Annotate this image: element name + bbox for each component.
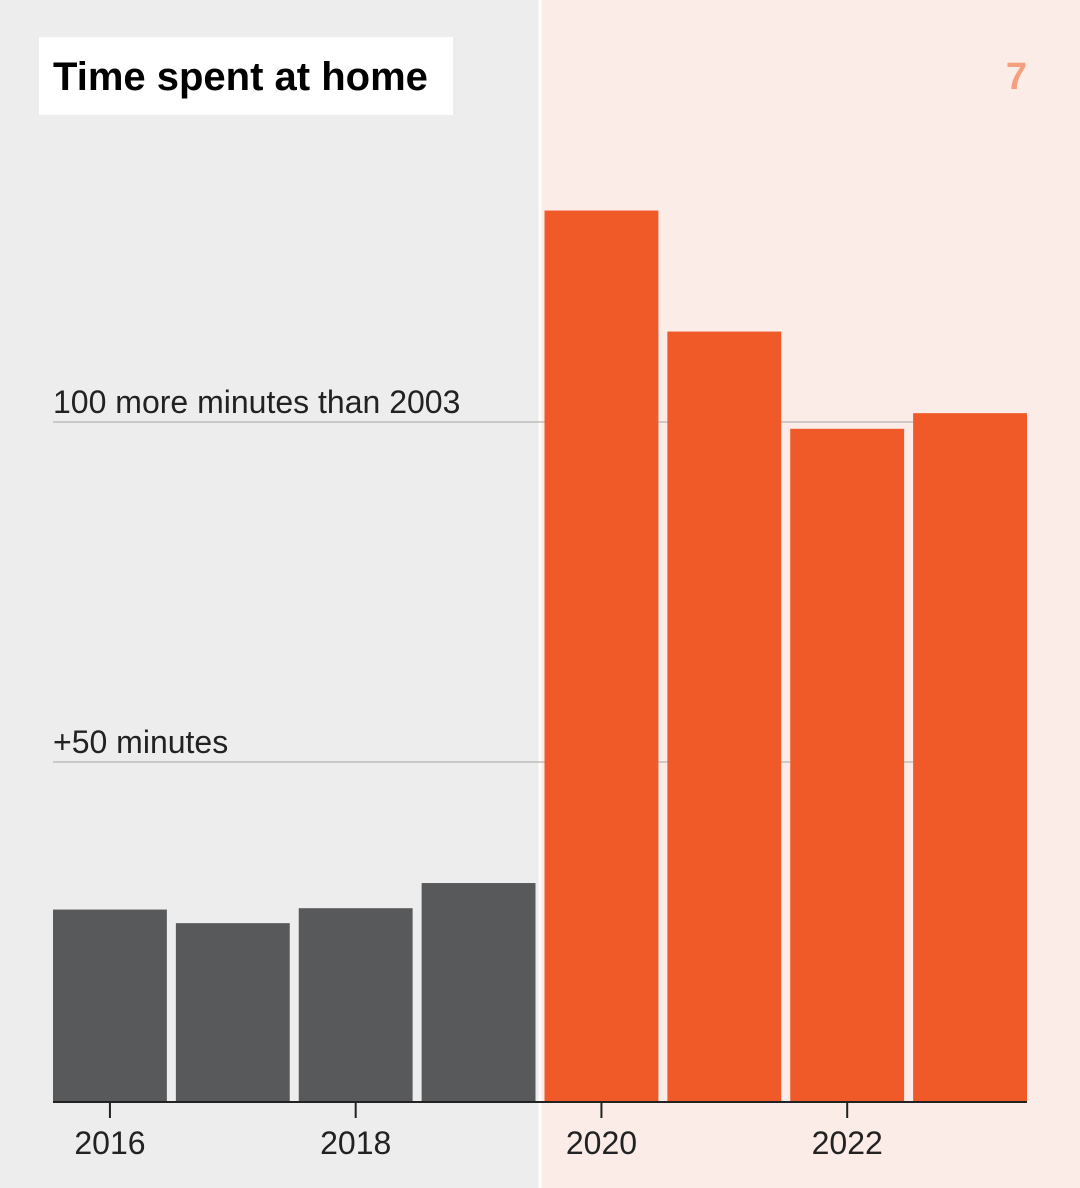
x-tick-label-2022: 2022	[812, 1125, 883, 1161]
gridline-label-100: 100 more minutes than 2003	[53, 384, 460, 420]
x-tick-label-2016: 2016	[74, 1125, 145, 1161]
page-number: 7	[1006, 56, 1027, 98]
bars	[53, 210, 1027, 1102]
x-axis-ticks: 2016 2018 2020 2022	[74, 1102, 883, 1161]
bar-2017	[175, 923, 290, 1102]
x-tick-label-2020: 2020	[566, 1125, 637, 1161]
bar-2023	[913, 413, 1027, 1102]
bar-2021	[667, 331, 782, 1102]
x-tick-label-2018: 2018	[320, 1125, 391, 1161]
bar-2016	[53, 909, 167, 1102]
gridlines: 100 more minutes than 2003 +50 minutes	[53, 384, 1027, 763]
bar-2018	[298, 908, 413, 1102]
bar-2019	[421, 883, 536, 1102]
gridline-label-50: +50 minutes	[53, 724, 228, 760]
bar-2020	[544, 210, 659, 1102]
bar-2022	[790, 428, 905, 1102]
chart-title: Time spent at home	[53, 55, 428, 99]
title-box	[39, 37, 453, 115]
